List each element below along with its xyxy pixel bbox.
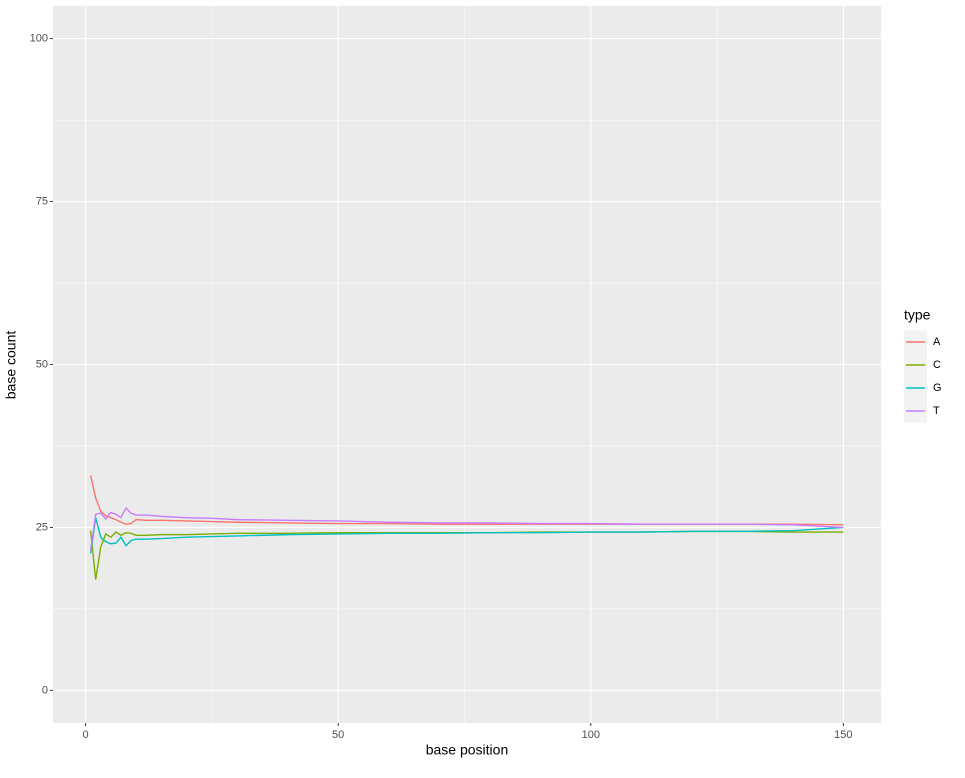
legend-label: A (933, 336, 941, 348)
legend-title: type (904, 307, 931, 323)
y-tick-label: 100 (30, 32, 48, 44)
legend-label: T (933, 405, 940, 417)
x-axis-title: base position (426, 742, 509, 758)
data-line (89, 506, 844, 551)
y-axis-title: base count (3, 331, 19, 400)
x-tick-label: 150 (834, 729, 852, 741)
y-tick-label: 25 (36, 521, 48, 533)
data-line (89, 517, 844, 554)
x-tick-label: 100 (582, 729, 600, 741)
y-tick-label: 75 (36, 195, 48, 207)
y-tick-label: 0 (42, 684, 48, 696)
x-tick-label: 0 (83, 729, 89, 741)
legend-label: G (933, 382, 942, 394)
legend-label: C (933, 359, 941, 371)
x-tick-label: 50 (332, 729, 344, 741)
y-tick-label: 50 (36, 358, 48, 370)
